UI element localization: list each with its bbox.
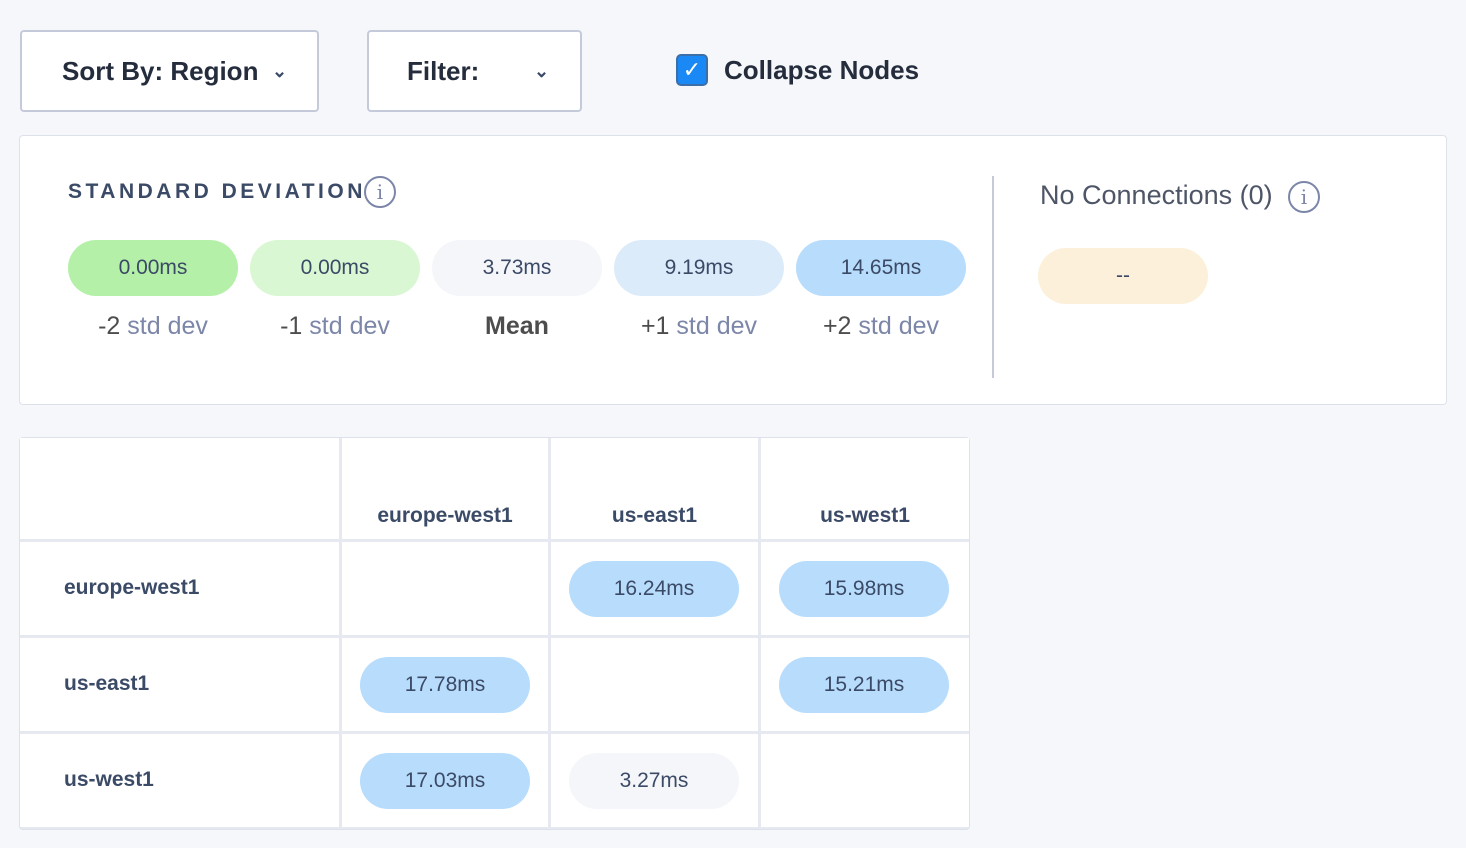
- row-header: us-east1: [20, 638, 339, 731]
- legend-pill: 0.00ms: [68, 240, 238, 296]
- column-header-label: us-west1: [820, 504, 910, 527]
- collapse-nodes-checkbox[interactable]: ✓: [676, 54, 708, 86]
- legend-pill: 3.73ms: [432, 240, 602, 296]
- legend-label: +2 std dev: [796, 312, 966, 341]
- legend-label-suffix: std dev: [309, 312, 390, 340]
- matrix-cell: [342, 542, 548, 635]
- legend-pill: 0.00ms: [250, 240, 420, 296]
- legend-label-prefix: +1: [640, 312, 670, 340]
- latency-pill[interactable]: 17.78ms: [360, 657, 530, 713]
- column-header: us-west1: [761, 438, 969, 539]
- legend-label-suffix: std dev: [858, 312, 940, 340]
- legend-label: +1 std dev: [614, 312, 784, 341]
- row-header-label: us-east1: [64, 672, 150, 695]
- divider: [992, 176, 994, 378]
- latency-pill[interactable]: 15.98ms: [779, 561, 949, 617]
- legend-label-prefix: -2: [98, 312, 121, 340]
- check-icon: ✓: [682, 57, 702, 82]
- matrix-cell: [761, 734, 969, 827]
- collapse-nodes-label[interactable]: Collapse Nodes: [724, 55, 920, 85]
- matrix-cell: 17.03ms: [342, 734, 548, 827]
- legend-label-suffix: std dev: [127, 312, 208, 340]
- corner-cell: [20, 438, 339, 539]
- latency-matrix: europe-west1 us-east1 us-west1 europe-west1…: [19, 437, 970, 830]
- legend-title: STANDARD DEVIATION: [68, 180, 366, 203]
- sort-dropdown[interactable]: Sort By: Region ⌄: [20, 30, 319, 112]
- legend-label: Mean: [432, 312, 602, 341]
- latency-pill[interactable]: 17.03ms: [360, 753, 530, 809]
- column-header: europe-west1: [342, 438, 548, 539]
- row-header-label: us-west1: [64, 768, 154, 791]
- info-icon[interactable]: i: [364, 176, 396, 208]
- sort-label: Sort By: Region: [62, 55, 259, 86]
- row-header: us-west1: [20, 734, 339, 827]
- legend-label-prefix: -1: [280, 312, 303, 340]
- filter-dropdown[interactable]: Filter: ⌄: [367, 30, 582, 112]
- legend-label-prefix: +2: [822, 312, 852, 340]
- filter-label: Filter:: [407, 55, 480, 86]
- matrix-cell: [551, 638, 758, 731]
- column-header-label: europe-west1: [377, 504, 513, 527]
- legend-label-prefix: Mean: [485, 312, 549, 340]
- legend-panel: STANDARD DEVIATION i 0.00ms -2 std dev 0.0…: [19, 135, 1447, 405]
- latency-pill[interactable]: 3.27ms: [569, 753, 739, 809]
- no-connections-pill: --: [1038, 248, 1208, 304]
- matrix-cell: 15.98ms: [761, 542, 969, 635]
- matrix-cell: 3.27ms: [551, 734, 758, 827]
- chevron-down-icon: ⌄: [534, 60, 550, 81]
- legend-label-suffix: std dev: [676, 312, 758, 340]
- legend-label: -2 std dev: [68, 312, 238, 341]
- column-header: us-east1: [551, 438, 758, 539]
- matrix-cell: 16.24ms: [551, 542, 758, 635]
- legend-pill: 9.19ms: [614, 240, 784, 296]
- matrix-cell: 17.78ms: [342, 638, 548, 731]
- legend-pill: 14.65ms: [796, 240, 966, 296]
- no-connections-label: No Connections (0): [1040, 180, 1273, 210]
- row-header: europe-west1: [20, 542, 339, 635]
- chevron-down-icon: ⌄: [272, 60, 288, 81]
- latency-pill[interactable]: 16.24ms: [569, 561, 739, 617]
- legend-label: -1 std dev: [250, 312, 420, 341]
- column-header-label: us-east1: [611, 504, 698, 527]
- row-header-label: europe-west1: [64, 576, 200, 599]
- info-icon[interactable]: i: [1288, 181, 1320, 213]
- matrix-cell: 15.21ms: [761, 638, 969, 731]
- latency-pill[interactable]: 15.21ms: [779, 657, 949, 713]
